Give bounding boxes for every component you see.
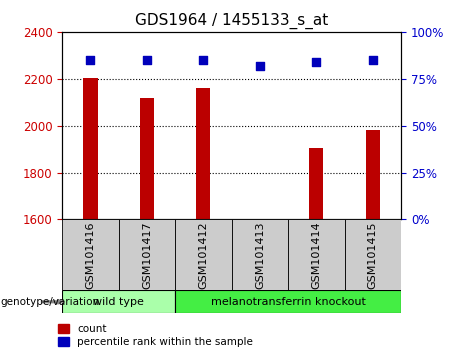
Text: wild type: wild type xyxy=(93,297,144,307)
Bar xyxy=(83,78,98,219)
Legend: count, percentile rank within the sample: count, percentile rank within the sample xyxy=(58,324,253,347)
Text: GSM101414: GSM101414 xyxy=(311,221,321,289)
Text: GSM101412: GSM101412 xyxy=(198,221,208,289)
Text: GSM101416: GSM101416 xyxy=(85,221,95,289)
Bar xyxy=(62,219,118,290)
Bar xyxy=(288,219,344,290)
Bar xyxy=(118,219,175,290)
Text: melanotransferrin knockout: melanotransferrin knockout xyxy=(211,297,366,307)
Text: GSM101415: GSM101415 xyxy=(368,221,378,289)
Bar xyxy=(231,219,288,290)
Bar xyxy=(62,290,175,313)
Point xyxy=(143,57,151,63)
Point xyxy=(200,57,207,63)
Bar xyxy=(140,97,154,219)
Bar xyxy=(175,290,401,313)
Point xyxy=(369,57,377,63)
Bar xyxy=(344,219,401,290)
Point xyxy=(87,57,94,63)
Bar xyxy=(175,219,231,290)
Text: GSM101413: GSM101413 xyxy=(255,221,265,289)
Title: GDS1964 / 1455133_s_at: GDS1964 / 1455133_s_at xyxy=(135,13,328,29)
Bar xyxy=(366,130,380,219)
Text: genotype/variation: genotype/variation xyxy=(0,297,99,307)
Point xyxy=(313,59,320,65)
Bar xyxy=(309,148,324,219)
Point xyxy=(256,63,264,68)
Text: GSM101417: GSM101417 xyxy=(142,221,152,289)
Bar xyxy=(196,88,211,219)
